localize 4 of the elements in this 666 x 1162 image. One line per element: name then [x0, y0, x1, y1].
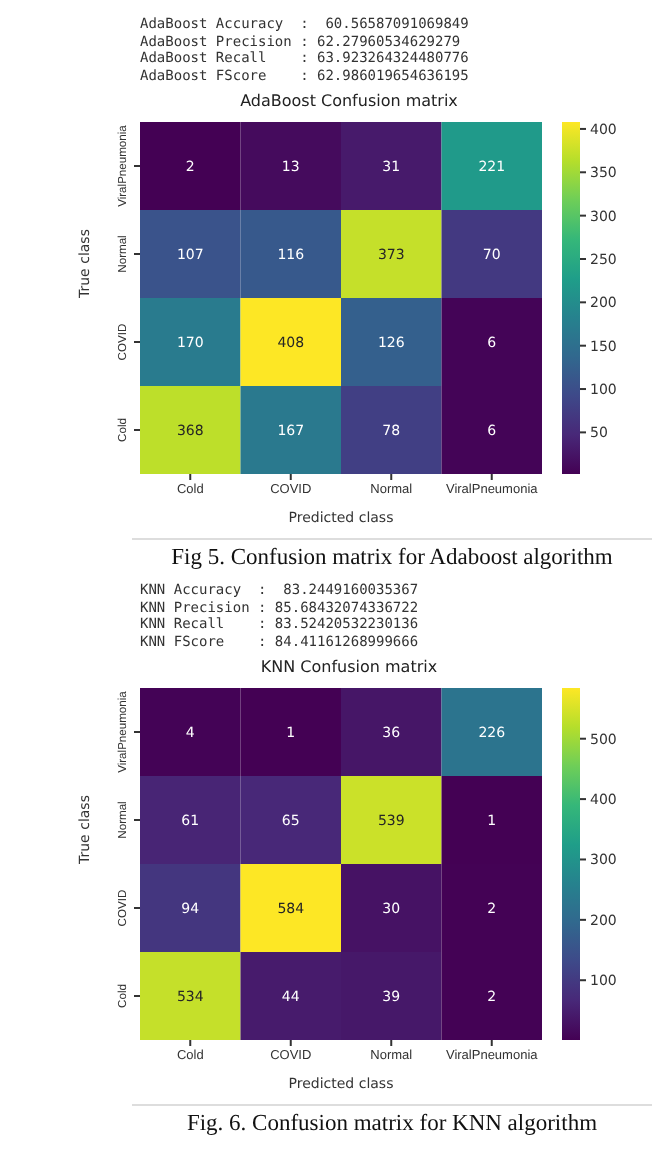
caption: Fig 5. Confusion matrix for Adaboost algorithm [132, 538, 652, 570]
chart-title: AdaBoost Confusion matrix [238, 92, 460, 114]
chart-title: KNN Confusion matrix [258, 658, 440, 680]
caption: Fig. 6. Confusion matrix for KNN algorithm [132, 1104, 652, 1136]
